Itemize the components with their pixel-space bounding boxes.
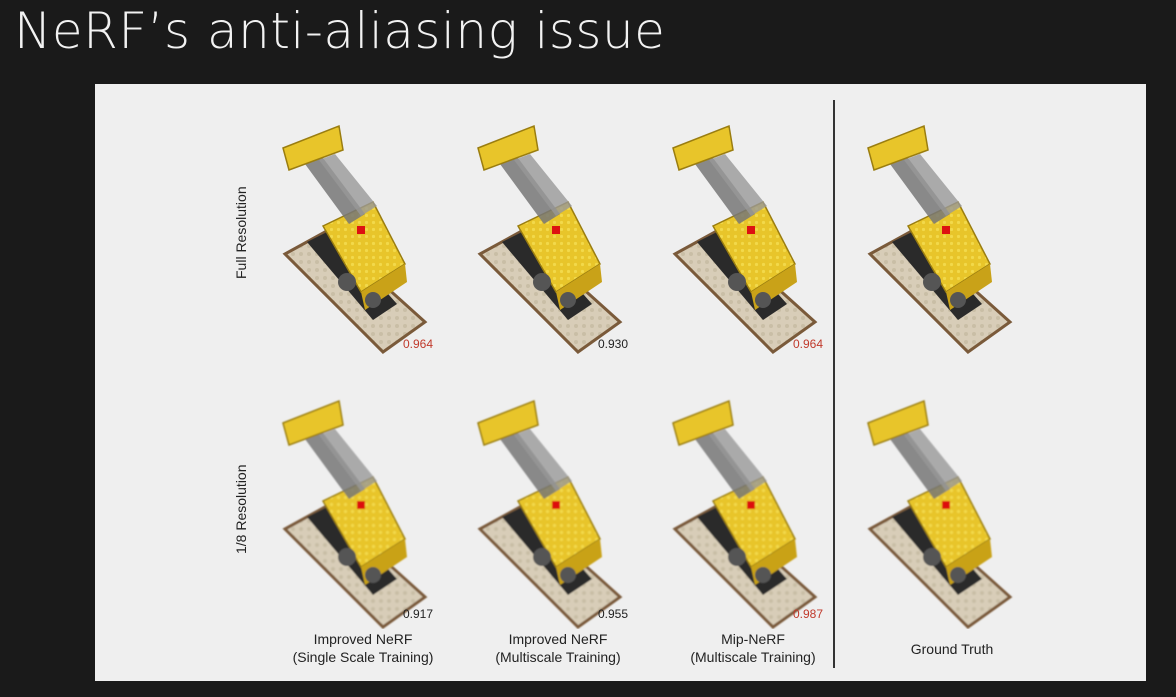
column-label-nerf-single-line2: (Single Scale Training) xyxy=(292,649,434,665)
comparison-figure: Full Resolution 1/8 Resolution xyxy=(95,84,1146,681)
score-eighth-nerf-multi: 0.955 xyxy=(598,607,629,621)
column-divider xyxy=(833,100,835,668)
column-label-mipnerf-line2: (Multiscale Training) xyxy=(690,649,816,665)
column-label-nerf-multi: Improved NeRF (Multiscale Training) xyxy=(458,630,658,666)
render-full-mipnerf xyxy=(655,114,835,354)
render-eighth-ground-truth xyxy=(850,389,1030,629)
render-eighth-nerf-single xyxy=(265,389,445,629)
row-label-eighth-resolution: 1/8 Resolution xyxy=(233,464,249,554)
render-full-ground-truth xyxy=(850,114,1030,354)
score-eighth-mipnerf: 0.987 xyxy=(793,607,824,621)
score-full-nerf-single: 0.964 xyxy=(403,337,434,351)
column-label-ground-truth-line1: Ground Truth xyxy=(910,641,994,657)
column-label-nerf-multi-line2: (Multiscale Training) xyxy=(495,649,621,665)
column-label-nerf-single: Improved NeRF (Single Scale Training) xyxy=(263,630,463,666)
column-label-mipnerf: Mip-NeRF (Multiscale Training) xyxy=(653,630,853,666)
score-eighth-nerf-single: 0.917 xyxy=(403,607,434,621)
column-label-nerf-single-line1: Improved NeRF xyxy=(313,631,413,647)
render-full-nerf-multi xyxy=(460,114,640,354)
slide-title: NeRF’s anti-aliasing issue xyxy=(14,2,666,60)
score-full-nerf-multi: 0.930 xyxy=(598,337,629,351)
column-label-nerf-multi-line1: Improved NeRF xyxy=(508,631,608,647)
render-full-nerf-single xyxy=(265,114,445,354)
row-label-full-resolution: Full Resolution xyxy=(233,186,249,279)
render-eighth-mipnerf xyxy=(655,389,835,629)
column-label-ground-truth: Ground Truth xyxy=(852,640,1052,658)
score-full-mipnerf: 0.964 xyxy=(793,337,824,351)
column-label-mipnerf-line1: Mip-NeRF xyxy=(721,631,785,647)
render-eighth-nerf-multi xyxy=(460,389,640,629)
